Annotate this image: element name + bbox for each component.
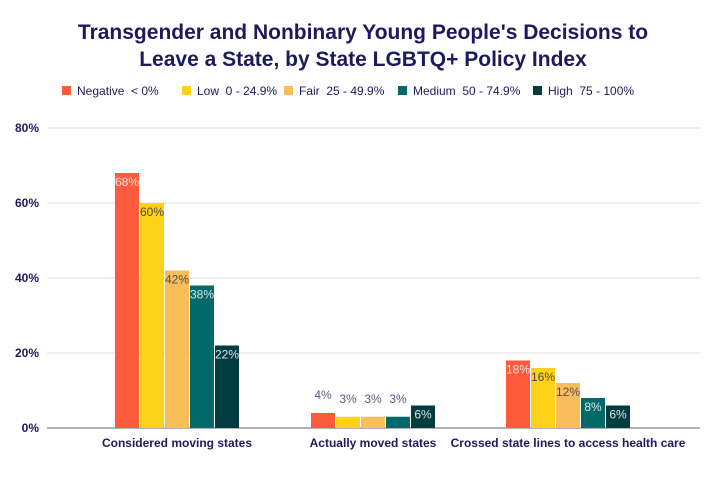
data-label: 16% (531, 370, 555, 384)
data-label: 18% (506, 363, 530, 377)
x-category-label: Considered moving states (102, 436, 252, 450)
bar (336, 416, 360, 428)
legend-swatch (284, 86, 293, 95)
legend-swatch (398, 86, 407, 95)
y-tick-label: 40% (15, 271, 39, 285)
data-label: 4% (314, 388, 332, 402)
legend-label: Low 0 - 24.9% (197, 84, 277, 98)
bar (311, 413, 335, 428)
y-tick-label: 20% (15, 346, 39, 360)
data-label: 3% (389, 392, 407, 406)
bar (531, 368, 555, 428)
x-category-label: Actually moved states (310, 436, 437, 450)
bar (386, 416, 410, 428)
bar (140, 203, 164, 428)
bar (506, 360, 530, 428)
data-label: 22% (215, 348, 239, 362)
y-tick-label: 60% (15, 196, 39, 210)
bar (581, 398, 605, 428)
bar (165, 270, 189, 428)
category-labels: Considered moving states Actually moved s… (102, 436, 686, 450)
legend-swatch (62, 86, 71, 95)
data-label: 38% (190, 288, 214, 302)
legend-label: Medium 50 - 74.9% (413, 84, 521, 98)
bar (190, 285, 214, 428)
data-label: 68% (115, 175, 139, 189)
bar (115, 173, 139, 428)
chart-title-line-1: Transgender and Nonbinary Young People's… (78, 21, 648, 44)
data-label: 6% (609, 408, 627, 422)
bar (606, 405, 630, 428)
data-label: 12% (556, 385, 580, 399)
bar (215, 345, 239, 428)
y-tick-label: 0% (22, 421, 40, 435)
data-label: 8% (584, 400, 602, 414)
legend-swatch (182, 86, 191, 95)
legend-label: Fair 25 - 49.9% (299, 84, 385, 98)
bar (411, 405, 435, 428)
data-label: 3% (339, 392, 357, 406)
bar (556, 383, 580, 428)
x-category-label: Crossed state lines to access health car… (451, 436, 686, 450)
legend-swatch (533, 86, 542, 95)
bar (361, 416, 385, 428)
legend-label: Negative < 0% (77, 84, 159, 98)
legend-label: High 75 - 100% (548, 84, 634, 98)
data-label: 60% (140, 205, 164, 219)
chart-title-line-2: Leave a State, by State LGBTQ+ Policy In… (139, 48, 587, 71)
data-label: 42% (165, 273, 189, 287)
legend: Negative < 0% Low 0 - 24.9% Fair 25 - 49.9… (62, 84, 634, 98)
data-label: 3% (364, 392, 382, 406)
data-label: 6% (414, 408, 432, 422)
y-tick-label: 80% (15, 121, 39, 135)
bars: 68% 60% 42%38% 22% 4% 3% 3% 3% 6% 18%16%12% 8% 6% (115, 173, 630, 428)
